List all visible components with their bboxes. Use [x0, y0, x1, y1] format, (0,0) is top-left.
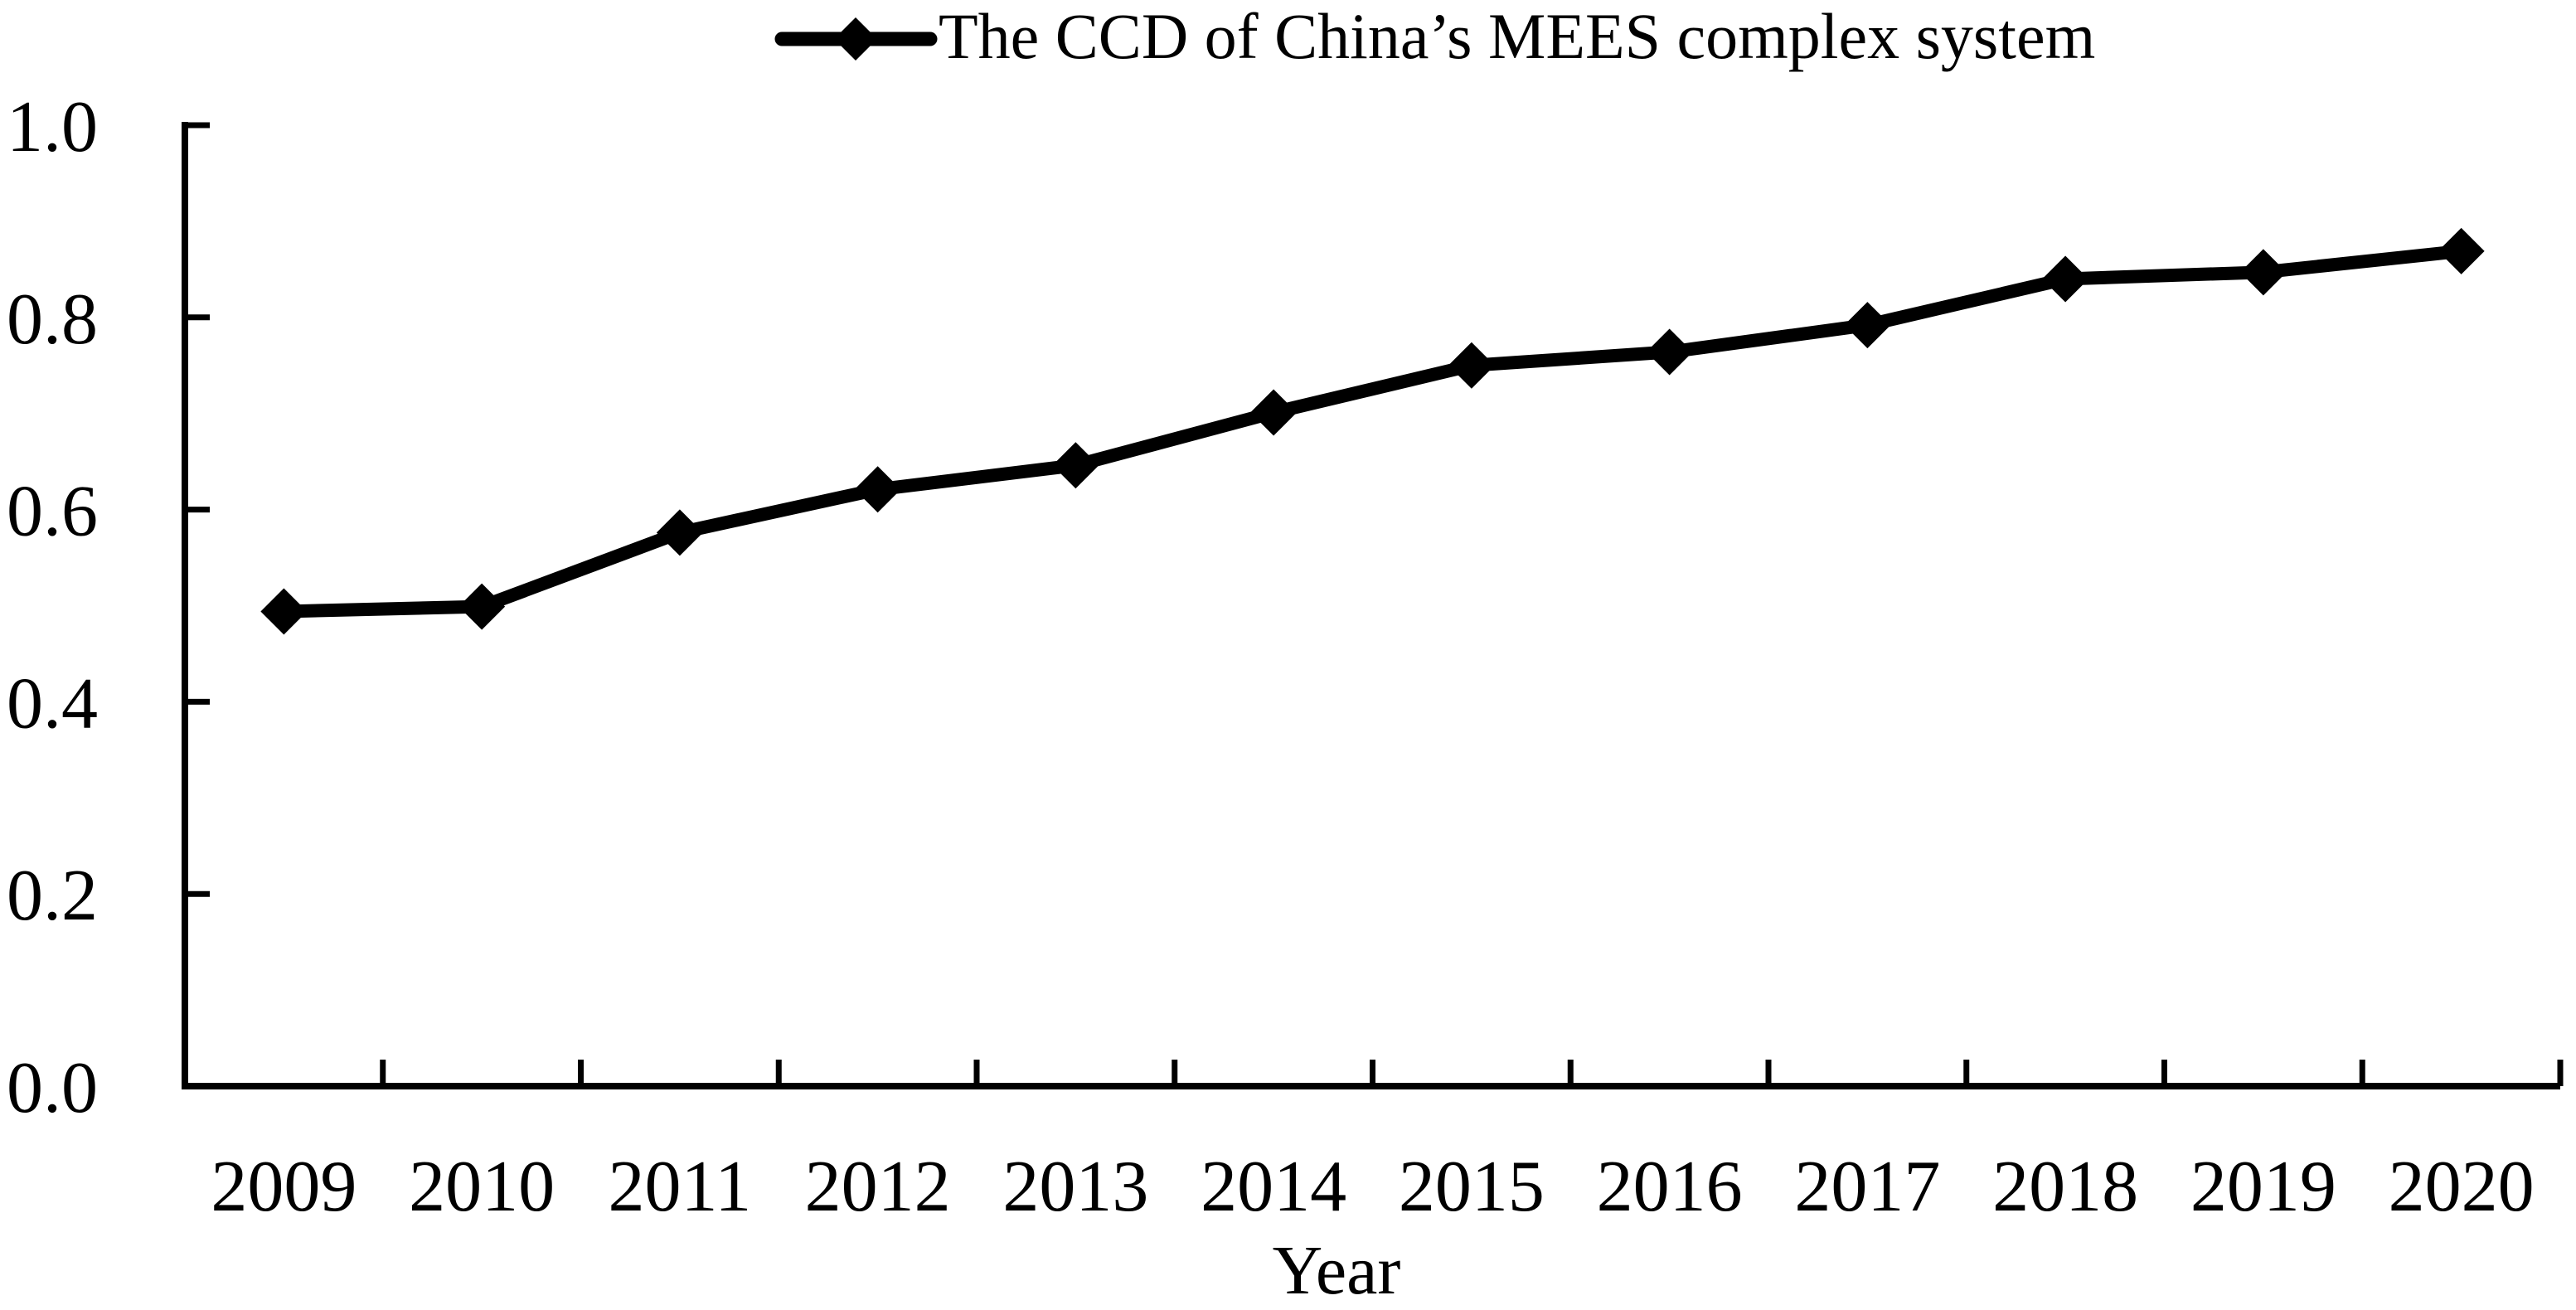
y-axis-tick-label: 0.2 — [7, 856, 98, 936]
x-axis-tick-label: 2013 — [1002, 1147, 1148, 1227]
data-point-2013 — [1052, 442, 1099, 489]
x-axis-tick-label: 2017 — [1794, 1147, 1940, 1227]
data-point-2018 — [2042, 255, 2089, 303]
y-axis-tick-label: 0.4 — [7, 663, 98, 744]
x-axis-title: Year — [1273, 1232, 1401, 1309]
data-point-2020 — [2438, 227, 2485, 274]
x-axis-tick-label: 2016 — [1597, 1147, 1743, 1227]
data-point-2010 — [458, 583, 506, 630]
x-axis-tick-label: 2014 — [1201, 1147, 1346, 1227]
data-point-2019 — [2239, 249, 2287, 296]
x-axis-tick-label: 2015 — [1399, 1147, 1545, 1227]
legend-label: The CCD of China’s MEES complex system — [939, 0, 2095, 72]
data-point-2011 — [656, 509, 703, 556]
data-point-2015 — [1448, 342, 1495, 389]
data-point-2009 — [260, 588, 308, 635]
y-axis-tick-label: 0.0 — [7, 1048, 98, 1128]
x-axis-tick-label: 2019 — [2190, 1147, 2336, 1227]
data-point-2017 — [1844, 302, 1891, 349]
y-axis-tick-label: 1.0 — [7, 87, 98, 167]
chart-legend: The CCD of China’s MEES complex system — [774, 0, 2095, 72]
y-axis-tick-label: 0.8 — [7, 279, 98, 360]
data-point-2014 — [1250, 389, 1298, 436]
x-axis-tick-label: 2020 — [2389, 1147, 2535, 1227]
y-axis-tick-label: 0.6 — [7, 472, 98, 552]
data-point-2012 — [854, 466, 901, 513]
plot-area: 0.0 0.2 0.4 0.6 0.8 1.0 2009 2010 2011 2012 2013 20… — [7, 87, 2564, 1227]
x-axis-tick-label: 2010 — [409, 1147, 555, 1227]
x-axis-tick-label: 2012 — [805, 1147, 951, 1227]
x-axis-tick-label: 2011 — [609, 1147, 752, 1227]
x-axis-tick-label: 2009 — [211, 1147, 357, 1227]
series-line — [277, 244, 2468, 619]
legend-diamond-icon — [834, 17, 877, 61]
x-axis-tick-label: 2018 — [1992, 1147, 2138, 1227]
data-point-2016 — [1646, 328, 1693, 376]
